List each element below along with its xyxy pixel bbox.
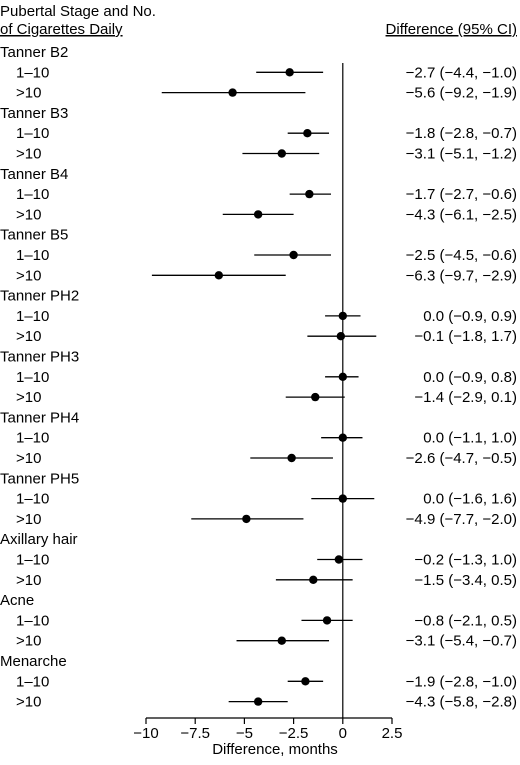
point-estimate [277, 636, 286, 645]
group-label: Tanner PH5 [0, 470, 79, 487]
ci-text: −5.6 (−9.2, −1.9) [406, 85, 517, 102]
ci-text: 0.0 (−0.9, 0.8) [423, 369, 517, 386]
ci-text: −0.2 (−1.3, 1.0) [414, 552, 517, 569]
ci-text: −1.9 (−2.8, −1.0) [406, 673, 517, 690]
point-estimate [301, 677, 310, 686]
ci-text: −1.8 (−2.8, −0.7) [406, 125, 517, 142]
row-label: 1–10 [16, 308, 49, 325]
point-estimate [334, 555, 344, 564]
ci-text: −4.9 (−7.7, −2.0) [406, 511, 517, 528]
row-label: >10 [16, 511, 41, 528]
x-tick-label: −2.5 [279, 725, 309, 742]
group-label: Tanner PH4 [0, 409, 79, 426]
row-label: >10 [16, 146, 41, 163]
group-label: Tanner B3 [0, 105, 68, 122]
ci-text: −4.3 (−6.1, −2.5) [406, 206, 517, 223]
ci-text: 0.0 (−0.9, 0.9) [423, 308, 517, 325]
group-label: Tanner B5 [0, 227, 68, 244]
row-label: 1–10 [16, 369, 49, 386]
row-label: >10 [16, 85, 41, 102]
point-estimate [338, 311, 347, 321]
x-tick-label: 2.5 [382, 725, 403, 742]
row-label: >10 [16, 633, 41, 650]
row-label: 1–10 [16, 125, 49, 142]
ci-text: −4.3 (−5.8, −2.8) [406, 694, 517, 711]
left-header-line-1: Pubertal Stage and No. [0, 3, 156, 20]
point-estimate [338, 433, 347, 442]
point-estimate [214, 271, 224, 280]
x-axis: −10 −7.5 −5 −2.5 0 2.5 [133, 63, 402, 742]
point-estimate [322, 616, 332, 625]
point-estimate [303, 129, 312, 138]
point-estimate [287, 453, 296, 463]
right-header: Difference (95% CI) [386, 21, 517, 38]
point-estimate [338, 372, 347, 381]
row-label: 1–10 [16, 186, 49, 203]
group-label: Tanner B4 [0, 166, 68, 183]
group-label: Menarche [0, 653, 67, 670]
x-tick-label: 0 [339, 725, 347, 742]
row-label: >10 [16, 206, 41, 223]
row-label: 1–10 [16, 612, 49, 629]
ci-text: −3.1 (−5.1, −1.2) [406, 146, 517, 163]
point-estimate [338, 494, 347, 503]
row-label: >10 [16, 389, 41, 406]
ci-text: 0.0 (−1.6, 1.6) [423, 491, 517, 508]
point-estimate [285, 68, 294, 77]
point-estimate [309, 575, 318, 584]
row-label: 1–10 [16, 430, 49, 447]
point-estimate [253, 210, 263, 219]
x-axis-label: Difference, months [212, 741, 338, 758]
row-label: 1–10 [16, 64, 49, 81]
ci-text: 0.0 (−1.1, 1.0) [423, 430, 517, 447]
ci-text: −1.4 (−2.9, 0.1) [414, 389, 517, 406]
ci-text: −1.7 (−2.7, −0.6) [406, 186, 517, 203]
row-label: 1–10 [16, 247, 49, 264]
ci-text: −2.5 (−4.5, −0.6) [406, 247, 517, 264]
ci-text: −1.5 (−3.4, 0.5) [414, 572, 517, 589]
ci-text: −6.3 (−9.7, −2.9) [406, 267, 517, 284]
point-estimate [336, 332, 346, 341]
group-label: Acne [0, 592, 34, 609]
row-label: 1–10 [16, 552, 49, 569]
x-tick-label: −10 [133, 725, 158, 742]
row-label: >10 [16, 694, 41, 711]
point-estimate [305, 189, 314, 199]
point-estimate [253, 697, 263, 706]
ci-text: −0.8 (−2.1, 0.5) [414, 612, 517, 629]
ci-text: −2.6 (−4.7, −0.5) [406, 450, 517, 467]
point-estimate [277, 149, 286, 158]
ci-text: −2.7 (−4.4, −1.0) [406, 64, 517, 81]
point-estimate [311, 392, 320, 402]
point-estimate [242, 514, 251, 524]
group-label: Axillary hair [0, 531, 78, 548]
x-tick-label: −7.5 [180, 725, 210, 742]
row-label: >10 [16, 450, 41, 467]
ci-text: −3.1 (−5.4, −0.7) [406, 633, 517, 650]
group-label: Tanner PH3 [0, 349, 79, 366]
row-label: >10 [16, 328, 41, 345]
group-label: Tanner B2 [0, 44, 68, 61]
left-header-line-2: of Cigarettes Daily [0, 21, 123, 38]
forest-rows: Tanner B2 1–10 −2.7 (−4.4, −1.0) >10 −5.6 (−… [0, 44, 517, 711]
group-label: Tanner PH2 [0, 288, 79, 305]
x-tick-label: −5 [236, 725, 253, 742]
row-label: 1–10 [16, 491, 49, 508]
row-label: >10 [16, 572, 41, 589]
row-label: >10 [16, 267, 41, 284]
point-estimate [228, 88, 237, 97]
ci-text: −0.1 (−1.8, 1.7) [414, 328, 517, 345]
row-label: 1–10 [16, 673, 49, 690]
point-estimate [289, 250, 298, 260]
